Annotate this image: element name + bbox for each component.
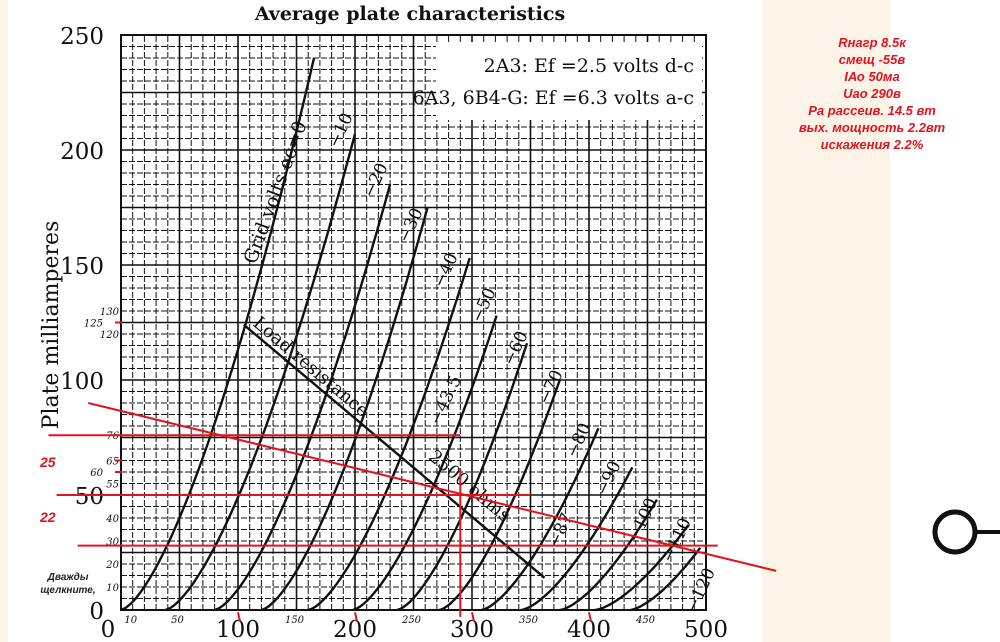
- y-minor-label: 55: [106, 480, 119, 491]
- note-load: Rнагр 8.5к: [838, 35, 906, 50]
- red-note-25: 25: [39, 454, 56, 470]
- curve-label: −80: [562, 420, 595, 461]
- characteristic-curve: [520, 466, 634, 612]
- y-minor-label: 20: [105, 560, 119, 571]
- terminal-circle-icon: [932, 509, 978, 555]
- y-tick-label: 150: [60, 254, 104, 280]
- legend-entry-2a3: 2A3: Ef =2.5 volts d-c: [484, 55, 694, 77]
- x-tick-label: 400: [567, 617, 611, 642]
- y-minor-label: 65: [106, 457, 119, 468]
- x-minor-label: 250: [401, 615, 422, 626]
- red-x-tick: [354, 612, 358, 622]
- y-minor-label: 76: [106, 431, 119, 442]
- note-bias: смещ -55в: [838, 52, 906, 67]
- y-tick-label: 200: [60, 139, 104, 165]
- characteristic-curve: [559, 498, 658, 612]
- note-current: IАо 50ма: [844, 69, 900, 84]
- characteristic-curve: [352, 315, 498, 612]
- y-tick-label: 50: [75, 484, 104, 510]
- characteristic-curve: [165, 133, 357, 612]
- x-tick-label: 300: [450, 617, 494, 642]
- y-minor-label: 60: [90, 468, 103, 479]
- characteristic-curve: [120, 57, 316, 612]
- y-axis-label: Plate milliamperes: [39, 221, 64, 430]
- characteristic-curve: [214, 184, 392, 612]
- left-margin-strip: [0, 0, 8, 642]
- load-line: [243, 323, 546, 579]
- x-minor-label: 150: [285, 615, 305, 626]
- characteristic-curve: [396, 342, 529, 612]
- note-distortion: искажения 2.2%: [820, 137, 924, 152]
- x-tick-label: 100: [216, 617, 260, 642]
- note-output-power: вых. мощность 2.2вт: [798, 120, 946, 135]
- red-note-22: 22: [39, 509, 56, 525]
- red-load-line: [88, 402, 777, 572]
- x-minor-label: 10: [124, 615, 137, 626]
- x-tick-label: 200: [333, 617, 377, 642]
- grid-volts-label: Grid volts ec=0: [240, 118, 312, 267]
- x-minor-label: 350: [519, 615, 539, 626]
- note-voltage: Uао 290в: [843, 86, 901, 101]
- y-minor-label: 30: [106, 537, 119, 548]
- x-minor-label: 50: [171, 615, 184, 626]
- y-minor-label: 10: [106, 583, 119, 594]
- curve-label: −40: [429, 250, 462, 291]
- legend-box: [436, 42, 702, 120]
- x-tick-label: 0: [101, 617, 116, 642]
- design-notes: Rнагр 8.5к смещ -55в IАо 50ма Uао 290в Р…: [762, 34, 982, 153]
- red-x-tick: [471, 612, 475, 622]
- curve-label: −90: [592, 458, 625, 499]
- y-tick-label: 100: [60, 369, 104, 395]
- curve-label: −70: [534, 367, 567, 408]
- red-x-tick: [237, 612, 241, 622]
- y-minor-label: 130: [100, 307, 120, 318]
- x-tick-label: 500: [684, 617, 728, 642]
- characteristic-curve: [260, 207, 429, 612]
- y-minor-label: 120: [100, 330, 120, 341]
- chart-title: Average plate characteristics: [254, 3, 565, 25]
- legend-entry-6a3: 6A3, 6B4-G: Ef =6.3 volts a-c: [413, 87, 694, 109]
- curve-label: −60: [499, 328, 532, 369]
- y-tick-label: 250: [60, 24, 104, 50]
- y-minor-label: 125: [84, 319, 103, 330]
- curve-label: −120: [682, 565, 720, 616]
- hint-text: Дважды: [47, 572, 89, 583]
- curve-label: −110: [658, 515, 696, 566]
- y-minor-label: 40: [105, 514, 119, 525]
- right-margin-strip: [762, 0, 890, 642]
- hint-text: щелкните,: [40, 585, 95, 596]
- characteristic-curve: [629, 547, 702, 612]
- characteristic-curve: [307, 257, 471, 612]
- note-dissipation: Ра рассеив. 14.5 вт: [808, 103, 936, 118]
- y-tick-label: 0: [89, 599, 104, 625]
- x-minor-label: 450: [635, 615, 656, 626]
- red-x-tick: [588, 612, 592, 622]
